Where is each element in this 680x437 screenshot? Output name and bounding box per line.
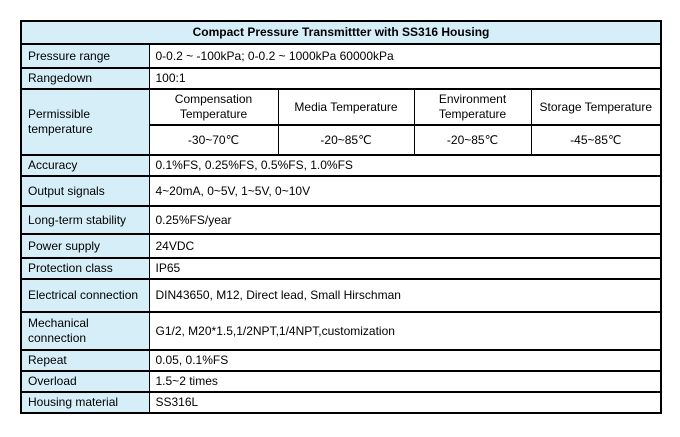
row-value-repeat: 0.05, 0.1%FS — [148, 349, 662, 372]
row-label-protection-class: Protection class — [20, 257, 150, 280]
row-label-overload: Overload — [20, 370, 150, 393]
table-row: Output signals 4~20mA, 0~5V, 1~5V, 0~10V — [20, 175, 662, 207]
table-row-temperature-values: -30~70℃ -20~85℃ -20~85℃ -45~85℃ — [21, 124, 662, 156]
temp-value-media: -20~85℃ — [277, 124, 415, 156]
row-label-output-signals: Output signals — [20, 175, 150, 207]
row-label-permissible-temperature: Permissible temperature — [20, 88, 150, 156]
spec-table: Compact Pressure Transmittter with SS316… — [20, 20, 663, 414]
temp-header-compensation: Compensation Temperature — [148, 88, 279, 126]
row-label-accuracy: Accuracy — [20, 154, 150, 177]
row-label-electrical-connection: Electrical connection — [20, 278, 150, 313]
row-label-repeat: Repeat — [20, 349, 150, 372]
table-row: Accuracy 0.1%FS, 0.25%FS, 0.5%FS, 1.0%FS — [20, 154, 662, 177]
table-row-temperature-headers: Permissible temperature Compensation Tem… — [20, 88, 662, 156]
table-row: Rangedown 100:1 — [20, 67, 662, 90]
row-value-housing-material: SS316L — [148, 391, 662, 414]
row-label-mechanical-connection: Mechanical connection — [20, 311, 150, 351]
row-label-long-term-stability: Long-term stability — [20, 205, 150, 235]
row-label-power-supply: Power supply — [20, 233, 150, 259]
row-value-accuracy: 0.1%FS, 0.25%FS, 0.5%FS, 1.0%FS — [148, 154, 662, 177]
temp-value-compensation: -30~70℃ — [148, 124, 279, 156]
temp-value-environment: -20~85℃ — [413, 124, 532, 156]
temp-value-storage: -45~85℃ — [530, 124, 662, 156]
row-value-electrical-connection: DIN43650, M12, Direct lead, Small Hirsch… — [148, 278, 662, 313]
temp-header-storage: Storage Temperature — [530, 88, 662, 126]
temp-header-environment: Environment Temperature — [413, 88, 532, 126]
row-value-overload: 1.5~2 times — [148, 370, 662, 393]
table-row: Protection class IP65 — [20, 257, 662, 280]
table-row: Long-term stability 0.25%FS/year — [20, 205, 662, 235]
row-value-rangedown: 100:1 — [148, 67, 662, 90]
row-value-power-supply: 24VDC — [148, 233, 662, 259]
row-value-pressure-range: 0-0.2 ~ -100kPa; 0-0.2 ~ 1000kPa 60000kP… — [148, 43, 662, 69]
row-value-mechanical-connection: G1/2, M20*1.5,1/2NPT,1/4NPT,customizatio… — [148, 311, 662, 351]
row-value-long-term-stability: 0.25%FS/year — [148, 205, 662, 235]
table-row: Overload 1.5~2 times — [20, 370, 662, 393]
table-row: Repeat 0.05, 0.1%FS — [20, 349, 662, 372]
temp-header-media: Media Temperature — [277, 88, 415, 126]
row-label-rangedown: Rangedown — [20, 67, 150, 90]
row-value-protection-class: IP65 — [148, 257, 662, 280]
row-value-output-signals: 4~20mA, 0~5V, 1~5V, 0~10V — [148, 175, 662, 207]
page-title: Compact Pressure Transmittter with SS316… — [20, 20, 662, 45]
row-label-pressure-range: Pressure range — [20, 43, 150, 69]
table-row-title: Compact Pressure Transmittter with SS316… — [20, 20, 662, 45]
table-row: Power supply 24VDC — [20, 233, 662, 259]
table-row: Mechanical connection G1/2, M20*1.5,1/2N… — [20, 311, 662, 351]
table-row: Pressure range 0-0.2 ~ -100kPa; 0-0.2 ~ … — [20, 43, 662, 69]
table-row: Housing material SS316L — [20, 391, 662, 414]
row-label-housing-material: Housing material — [20, 391, 150, 414]
table-row: Electrical connection DIN43650, M12, Dir… — [20, 278, 662, 313]
